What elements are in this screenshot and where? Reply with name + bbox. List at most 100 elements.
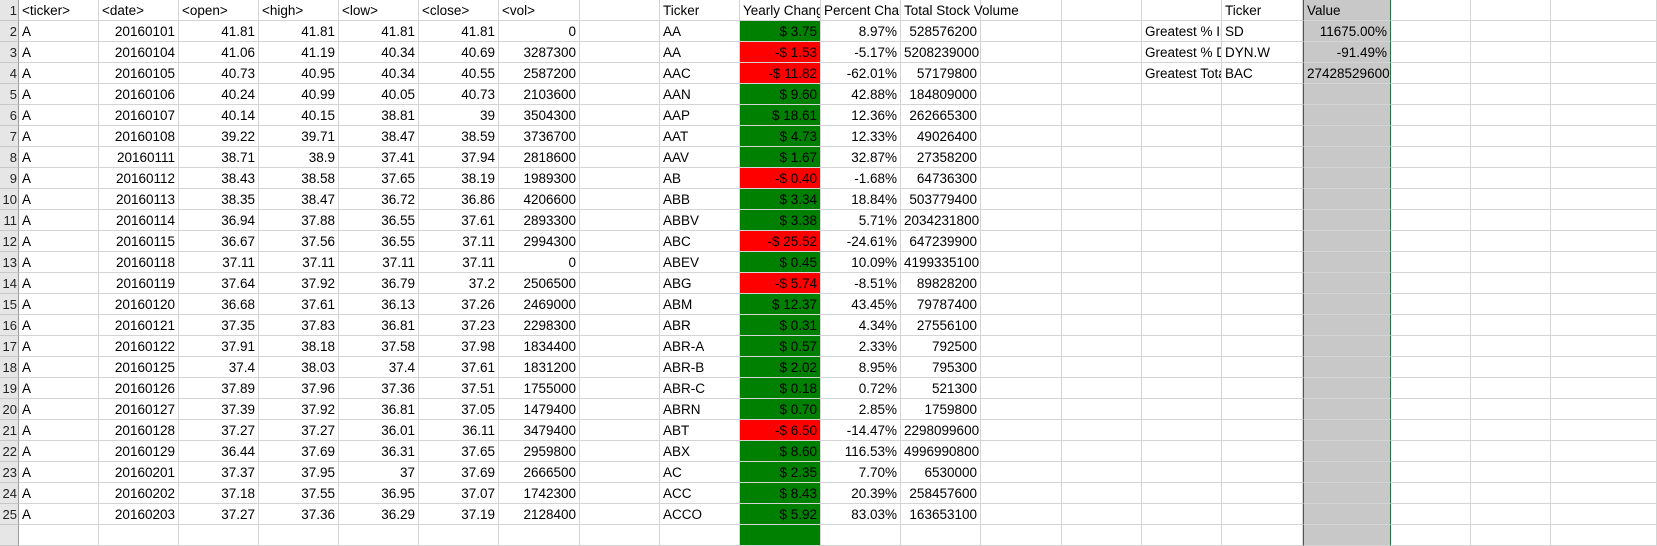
cell-total-volume[interactable]: 6530000 — [901, 462, 981, 483]
empty-cell[interactable] — [1062, 42, 1142, 63]
cell-date[interactable]: 20160202 — [99, 483, 179, 504]
cell-vol[interactable]: 2298300 — [499, 315, 580, 336]
cell-vol[interactable]: 1989300 — [499, 168, 580, 189]
cell-vol[interactable]: 1742300 — [499, 483, 580, 504]
empty-cell[interactable] — [580, 168, 660, 189]
cell-vol[interactable]: 1831200 — [499, 357, 580, 378]
cell-date[interactable]: 20160105 — [99, 63, 179, 84]
empty-cell[interactable] — [1471, 399, 1551, 420]
cell-total-volume[interactable]: 49026400 — [901, 126, 981, 147]
empty-cell[interactable] — [1303, 357, 1391, 378]
row-header[interactable]: 16 — [0, 315, 19, 336]
cell-percent-change[interactable]: 12.33% — [821, 126, 901, 147]
empty-cell[interactable] — [981, 147, 1062, 168]
cell-low[interactable]: 37.36 — [339, 378, 419, 399]
cell-percent-change[interactable]: 7.70% — [821, 462, 901, 483]
empty-cell[interactable] — [1551, 84, 1657, 105]
empty-cell[interactable] — [1222, 189, 1303, 210]
cell-date[interactable]: 20160108 — [99, 126, 179, 147]
cell-close[interactable]: 37.05 — [419, 399, 499, 420]
cell-yearly-change[interactable]: $ 3.38 — [740, 210, 821, 231]
cell-ticker[interactable]: A — [19, 42, 99, 63]
empty-cell[interactable] — [1391, 84, 1471, 105]
cell-summary-ticker[interactable]: AAP — [660, 105, 740, 126]
row-header[interactable]: 11 — [0, 210, 19, 231]
empty-cell[interactable] — [740, 525, 821, 546]
cell-ticker[interactable]: A — [19, 504, 99, 525]
row-header[interactable]: 2 — [0, 21, 19, 42]
empty-cell[interactable] — [1222, 231, 1303, 252]
cell-total-volume[interactable]: 163653100 — [901, 504, 981, 525]
empty-cell[interactable] — [580, 231, 660, 252]
empty-cell[interactable] — [1471, 378, 1551, 399]
empty-cell[interactable] — [1062, 315, 1142, 336]
empty-cell[interactable] — [1551, 126, 1657, 147]
empty-cell[interactable] — [1471, 168, 1551, 189]
empty-cell[interactable] — [1471, 252, 1551, 273]
empty-cell[interactable] — [1391, 336, 1471, 357]
empty-cell[interactable] — [1471, 504, 1551, 525]
cell-percent-change[interactable]: 0.72% — [821, 378, 901, 399]
empty-cell[interactable] — [1551, 504, 1657, 525]
empty-cell[interactable] — [580, 105, 660, 126]
cell-close[interactable]: 37.98 — [419, 336, 499, 357]
cell-summary-ticker[interactable]: AAV — [660, 147, 740, 168]
cell-close[interactable]: 40.69 — [419, 42, 499, 63]
cell-yearly-change[interactable]: -$ 1.53 — [740, 42, 821, 63]
empty-cell[interactable] — [1391, 441, 1471, 462]
cell-ticker[interactable]: A — [19, 189, 99, 210]
row-header[interactable]: 21 — [0, 420, 19, 441]
cell-total-volume[interactable]: 647239900 — [901, 231, 981, 252]
cell-close[interactable]: 37.94 — [419, 147, 499, 168]
empty-cell[interactable] — [1391, 378, 1471, 399]
empty-cell[interactable] — [1471, 315, 1551, 336]
cell-vol[interactable]: 2818600 — [499, 147, 580, 168]
cell-total-volume[interactable]: 5208239000 — [901, 42, 981, 63]
cell-total-volume[interactable]: 27556100 — [901, 315, 981, 336]
cell-ticker[interactable]: A — [19, 357, 99, 378]
empty-cell[interactable] — [580, 84, 660, 105]
cell-date[interactable]: 20160120 — [99, 294, 179, 315]
cell-percent-change[interactable]: 42.88% — [821, 84, 901, 105]
cell-date[interactable]: 20160203 — [99, 504, 179, 525]
cell-ticker[interactable]: A — [19, 84, 99, 105]
cell-vol[interactable]: 2103600 — [499, 84, 580, 105]
cell-vol[interactable]: 1479400 — [499, 399, 580, 420]
cell-percent-change[interactable]: 2.33% — [821, 336, 901, 357]
cell-summary-ticker[interactable]: ABC — [660, 231, 740, 252]
empty-cell[interactable] — [1551, 294, 1657, 315]
greatest-label[interactable]: Greatest % Decrease — [1142, 42, 1222, 63]
row-header[interactable]: 6 — [0, 105, 19, 126]
cell-total-volume[interactable]: 1759800 — [901, 399, 981, 420]
cell-ticker[interactable]: A — [19, 168, 99, 189]
cell-total-volume[interactable]: 792500 — [901, 336, 981, 357]
cell-open[interactable]: 36.44 — [179, 441, 259, 462]
empty-cell[interactable] — [1142, 105, 1222, 126]
empty-cell[interactable] — [580, 294, 660, 315]
empty-cell[interactable] — [1142, 504, 1222, 525]
cell-vol[interactable]: 2128400 — [499, 504, 580, 525]
empty-cell[interactable] — [981, 63, 1062, 84]
cell-open[interactable]: 36.67 — [179, 231, 259, 252]
empty-cell[interactable] — [580, 336, 660, 357]
cell-close[interactable]: 37.11 — [419, 252, 499, 273]
cell-high[interactable]: 41.81 — [259, 21, 339, 42]
cell-close[interactable]: 36.86 — [419, 189, 499, 210]
cell-yearly-change[interactable]: $ 0.45 — [740, 252, 821, 273]
cell-yearly-change[interactable]: -$ 6.50 — [740, 420, 821, 441]
empty-cell[interactable] — [1062, 210, 1142, 231]
empty-cell[interactable] — [1551, 210, 1657, 231]
empty-cell[interactable] — [1062, 378, 1142, 399]
empty-cell[interactable] — [1222, 210, 1303, 231]
empty-cell[interactable] — [1391, 210, 1471, 231]
empty-cell[interactable] — [1551, 315, 1657, 336]
cell-open[interactable]: 37.27 — [179, 420, 259, 441]
cell-low[interactable]: 37.4 — [339, 357, 419, 378]
cell-percent-change[interactable]: 8.97% — [821, 21, 901, 42]
empty-cell[interactable] — [580, 315, 660, 336]
cell-low[interactable]: 37.58 — [339, 336, 419, 357]
cell-total-volume[interactable]: 795300 — [901, 357, 981, 378]
empty-cell[interactable] — [981, 84, 1062, 105]
empty-cell[interactable] — [981, 504, 1062, 525]
